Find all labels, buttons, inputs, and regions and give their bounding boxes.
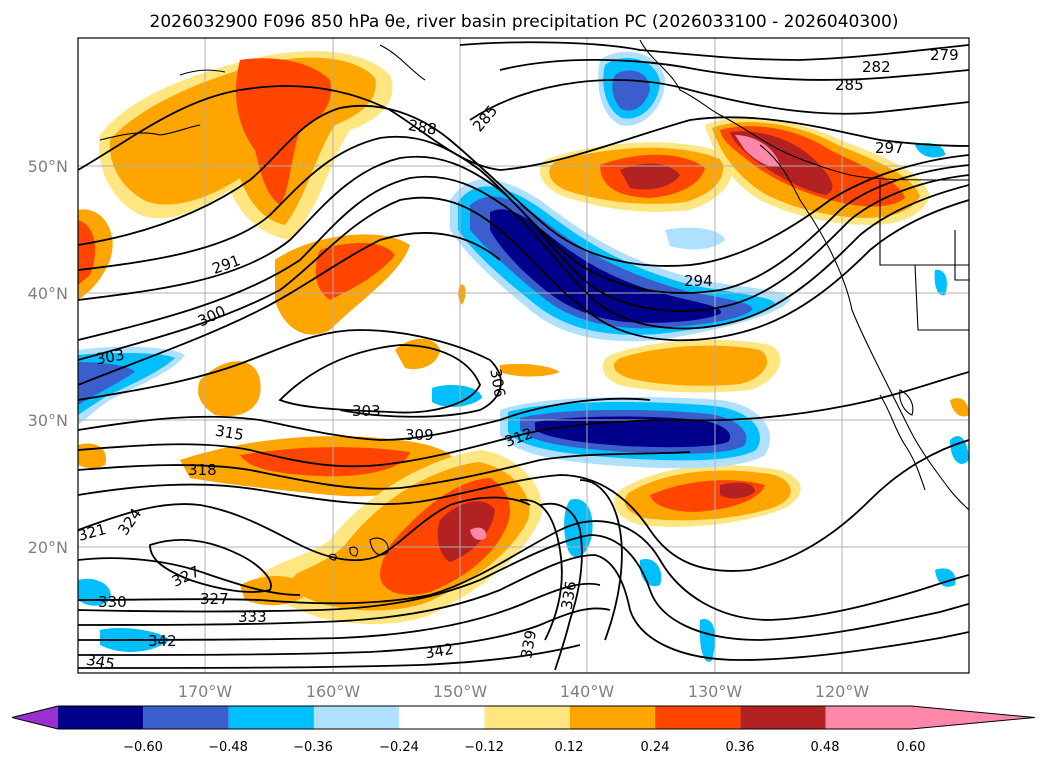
lon-label: 120°W	[815, 682, 870, 701]
colorbar-tick-label: −0.12	[464, 740, 504, 755]
contour-label: 333	[238, 608, 267, 626]
figure-title: 2026032900 F096 850 hPa θe, river basin …	[150, 12, 899, 32]
contour-label: 288	[407, 116, 438, 139]
contour-label: 297	[875, 139, 904, 157]
contour-label: 294	[684, 272, 713, 290]
lon-label: 130°W	[688, 682, 743, 701]
latitude-labels: 50°N 40°N 30°N 20°N	[28, 157, 68, 557]
colorbar-tick-label: 0.48	[811, 740, 840, 755]
colorbar-tick-label: −0.48	[208, 740, 248, 755]
lon-label: 170°W	[178, 682, 233, 701]
colorbar-segment	[825, 706, 911, 729]
contour-label: 336	[558, 580, 581, 611]
lon-label: 150°W	[433, 682, 488, 701]
contour-label: 315	[214, 422, 245, 445]
colorbar-extend-low	[12, 706, 58, 729]
contour-label: 279	[930, 46, 959, 64]
colorbar-ticks: −0.60 −0.48 −0.36 −0.24 −0.12 0.12 0.24 …	[123, 740, 925, 755]
lat-label: 30°N	[28, 411, 68, 430]
colorbar-tick-label: −0.60	[123, 740, 163, 755]
map-frame	[77, 37, 970, 674]
colorbar-segment	[399, 706, 485, 729]
colorbar-segment	[228, 706, 314, 729]
colorbar-segment	[484, 706, 570, 729]
lat-label: 40°N	[28, 284, 68, 303]
colorbar-segment	[58, 706, 144, 729]
colorbar-tick-label: 0.60	[897, 740, 926, 755]
colorbar-extend-high	[911, 706, 1035, 729]
lon-label: 160°W	[306, 682, 361, 701]
colorbar-tick-label: −0.24	[379, 740, 419, 755]
theta-e-contours	[78, 41, 969, 671]
colorbar-segment	[740, 706, 826, 729]
lat-label: 50°N	[28, 157, 68, 176]
contour-label: 306	[486, 367, 509, 398]
contour-label: 303	[352, 402, 381, 420]
contour-label: 345	[85, 651, 116, 674]
contour-label: 330	[98, 593, 127, 611]
colorbar-outline	[11, 705, 1036, 730]
colorbar-segment	[655, 706, 741, 729]
colorbar: −0.60 −0.48 −0.36 −0.24 −0.12 0.12 0.24 …	[11, 705, 1036, 755]
contour-label: 342	[423, 640, 454, 663]
lat-label: 20°N	[28, 538, 68, 557]
contour-label: 303	[94, 346, 125, 369]
lon-label: 140°W	[560, 682, 615, 701]
longitude-labels: 170°W 160°W 150°W 140°W 130°W 120°W	[178, 682, 870, 701]
contour-label: 285	[835, 76, 864, 94]
colorbar-tick-label: 0.12	[555, 740, 584, 755]
contour-label: 318	[188, 461, 217, 479]
coastlines	[99, 39, 969, 561]
colorbar-tick-label: −0.36	[293, 740, 333, 755]
contour-label: 309	[405, 426, 434, 444]
contour-label: 327	[200, 590, 229, 608]
colorbar-segment	[143, 706, 229, 729]
colorbar-tick-label: 0.36	[726, 740, 755, 755]
contour-label: 339	[517, 629, 540, 660]
precip-pc-shading	[78, 51, 969, 662]
contour-label: 282	[862, 58, 891, 76]
colorbar-segment	[569, 706, 656, 729]
colorbar-tick-label: 0.24	[641, 740, 670, 755]
contour-label: 342	[148, 632, 177, 650]
colorbar-segment	[313, 706, 400, 729]
